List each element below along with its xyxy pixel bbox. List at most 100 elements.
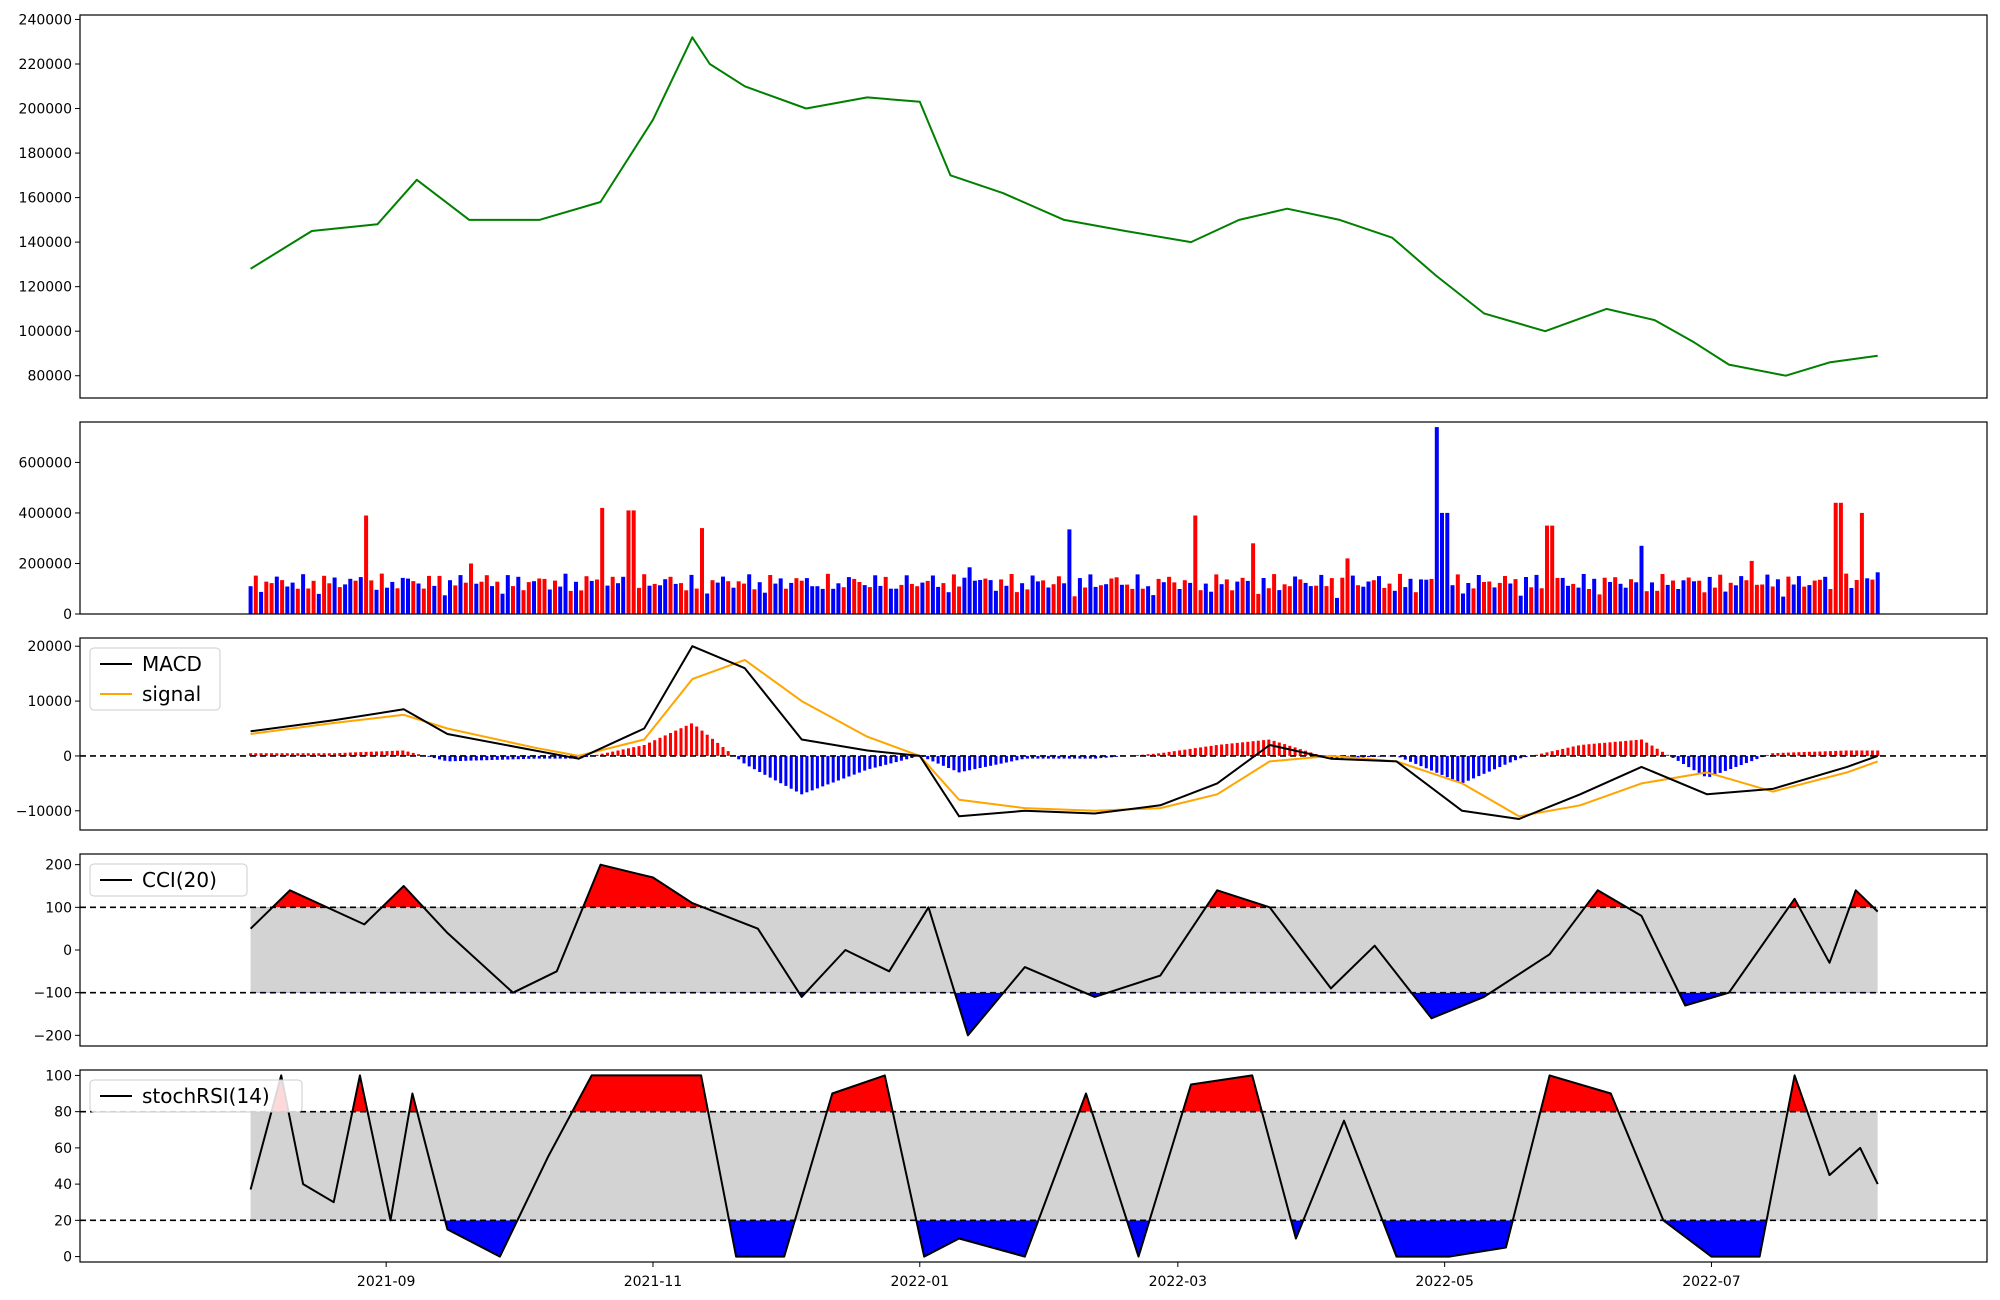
macd-histogram-bar: [648, 742, 651, 756]
volume-bar: [1770, 586, 1775, 614]
macd-histogram-bar: [354, 752, 358, 756]
macd-histogram-bar: [548, 755, 552, 759]
macd-histogram-bar: [1535, 754, 1538, 756]
macd-histogram-bar: [1582, 744, 1586, 756]
volume-bar: [285, 586, 290, 614]
volume-bar: [1754, 584, 1759, 614]
volume-bar: [516, 576, 521, 614]
cci-overbought-fill: [250, 864, 1878, 908]
macd-histogram-bar: [249, 753, 253, 756]
volume-bar: [1566, 585, 1570, 614]
price-axes-frame: [79, 14, 1988, 399]
macd-histogram-bar: [1487, 755, 1491, 772]
volume-bar: [647, 585, 652, 614]
macd-histogram-bar: [537, 755, 541, 759]
macd-histogram-bar: [1031, 755, 1035, 759]
macd-histogram-bar: [275, 753, 279, 756]
volume-bar: [1639, 545, 1644, 614]
macd-histogram-bar: [857, 755, 861, 773]
volume-bar: [1146, 586, 1151, 614]
volume-bar: [1256, 593, 1261, 614]
volume-bar: [1791, 584, 1796, 614]
macd-histogram-bar: [1624, 740, 1628, 756]
volume-bar: [1650, 582, 1654, 614]
volume-bar: [684, 590, 689, 614]
macd-histogram-bar: [1577, 745, 1580, 756]
volume-bar: [810, 586, 815, 614]
macd-histogram-bar: [1052, 755, 1056, 759]
volume-bar: [1419, 579, 1423, 614]
volume-bar: [1366, 581, 1371, 614]
volume-bar: [878, 585, 883, 614]
macd-histogram-bar: [627, 748, 630, 756]
macd-histogram-bar: [632, 747, 636, 756]
volume-bar: [353, 580, 358, 614]
macd-histogram-bar: [899, 755, 903, 761]
volume-bar: [1272, 574, 1277, 614]
macd-histogram-bar: [1445, 755, 1449, 778]
stochrsi-ytick-label: 100: [45, 1068, 72, 1084]
macd-histogram-bar: [1540, 753, 1544, 756]
macd-histogram-bar: [543, 755, 546, 759]
price-ytick-label: 160000: [19, 191, 72, 207]
macd-histogram-bar: [490, 755, 494, 760]
macd-histogram-bar: [606, 752, 609, 756]
volume-bar: [427, 575, 431, 614]
volume-ytick-label: 0: [63, 607, 72, 623]
macd-histogram-bar: [1230, 743, 1234, 756]
macd-histogram-bar: [1498, 755, 1502, 767]
macd-histogram-bar: [1687, 755, 1691, 768]
macd-histogram-bar: [815, 755, 819, 789]
macd-histogram-bar: [1839, 750, 1843, 756]
volume-bar: [1130, 588, 1135, 614]
volume-bar: [1492, 587, 1497, 614]
macd-histogram-bar: [611, 751, 615, 756]
volume-bar: [1455, 574, 1460, 614]
volume-bar: [1209, 591, 1214, 614]
macd-histogram-bar: [411, 752, 415, 756]
macd-histogram-bar: [1870, 750, 1874, 756]
volume-bar: [1219, 584, 1224, 614]
volume-bar: [1424, 579, 1429, 614]
volume-bar: [783, 588, 788, 614]
macd-histogram-bar: [1619, 741, 1622, 756]
volume-bar: [689, 574, 694, 614]
volume-bar: [857, 582, 862, 614]
volume-bar: [1350, 575, 1355, 614]
macd-histogram-bar: [695, 726, 699, 756]
macd-histogram-bar: [448, 755, 452, 762]
volume-bar: [306, 588, 311, 614]
volume-bar: [1440, 512, 1444, 614]
macd-histogram-bar: [889, 755, 893, 764]
volume-bar: [1434, 427, 1439, 614]
macd-histogram-bar: [1566, 747, 1570, 756]
volume-bar: [1329, 578, 1334, 614]
volume-bar: [1140, 588, 1145, 614]
macd-histogram-bar: [585, 755, 588, 757]
macd-histogram-bar: [1451, 755, 1454, 780]
volume-bar: [1849, 588, 1854, 614]
macd-histogram-bar: [621, 749, 625, 756]
macd-histogram-bar: [1797, 752, 1801, 756]
volume-bar: [1167, 576, 1172, 614]
macd-histogram-bar: [1220, 744, 1224, 756]
stochrsi-ytick-label: 0: [63, 1250, 72, 1266]
volume-bar: [1104, 584, 1109, 614]
macd-histogram-bar: [1792, 752, 1796, 756]
volume-bar: [568, 590, 573, 614]
macd-ytick-label: −10000: [16, 804, 72, 820]
volume-bar: [930, 575, 935, 614]
macd-histogram-bar: [711, 738, 714, 756]
volume-bar: [526, 582, 531, 614]
macd-histogram-bar: [522, 755, 525, 759]
volume-bar: [1303, 582, 1308, 614]
macd-histogram-bar: [1004, 755, 1008, 763]
macd-histogram-bar: [1199, 747, 1203, 756]
macd-histogram-bar: [1472, 755, 1475, 779]
macd-histogram-bar: [1655, 748, 1659, 756]
price-ytick-label: 220000: [19, 57, 72, 73]
volume-bar: [1062, 583, 1067, 614]
volume-bar: [484, 575, 489, 614]
volume-bar: [610, 576, 615, 614]
macd-histogram-bar: [1067, 755, 1071, 759]
